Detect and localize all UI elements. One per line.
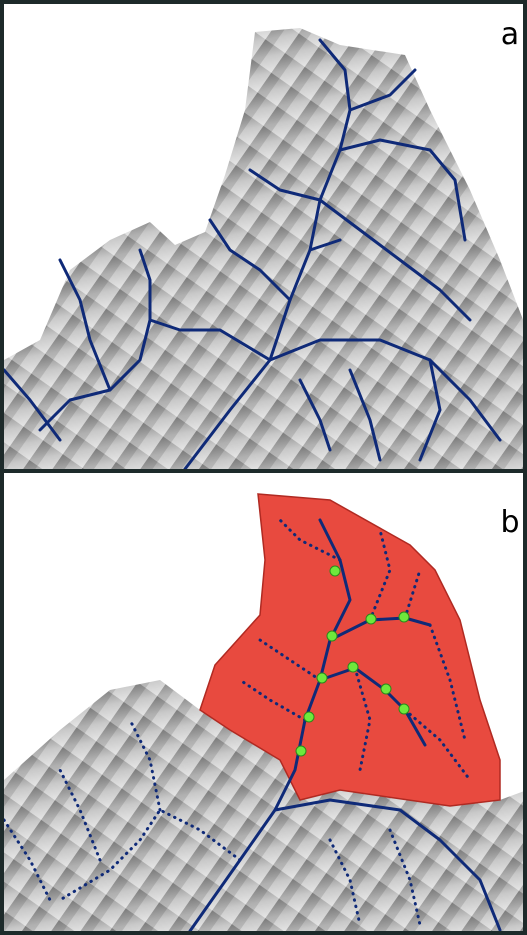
gauge-point	[304, 712, 314, 722]
gauge-point	[330, 566, 340, 576]
gauge-point	[399, 612, 409, 622]
gauge-point	[348, 662, 358, 672]
figure: a b	[0, 0, 527, 935]
gauge-point	[296, 746, 306, 756]
gauge-point	[317, 673, 327, 683]
gauge-point	[399, 704, 409, 714]
gauge-point	[381, 684, 391, 694]
panel-label: a	[501, 17, 519, 52]
panel-label: b	[500, 505, 519, 540]
gauge-point	[327, 631, 337, 641]
gauge-point	[366, 614, 376, 624]
